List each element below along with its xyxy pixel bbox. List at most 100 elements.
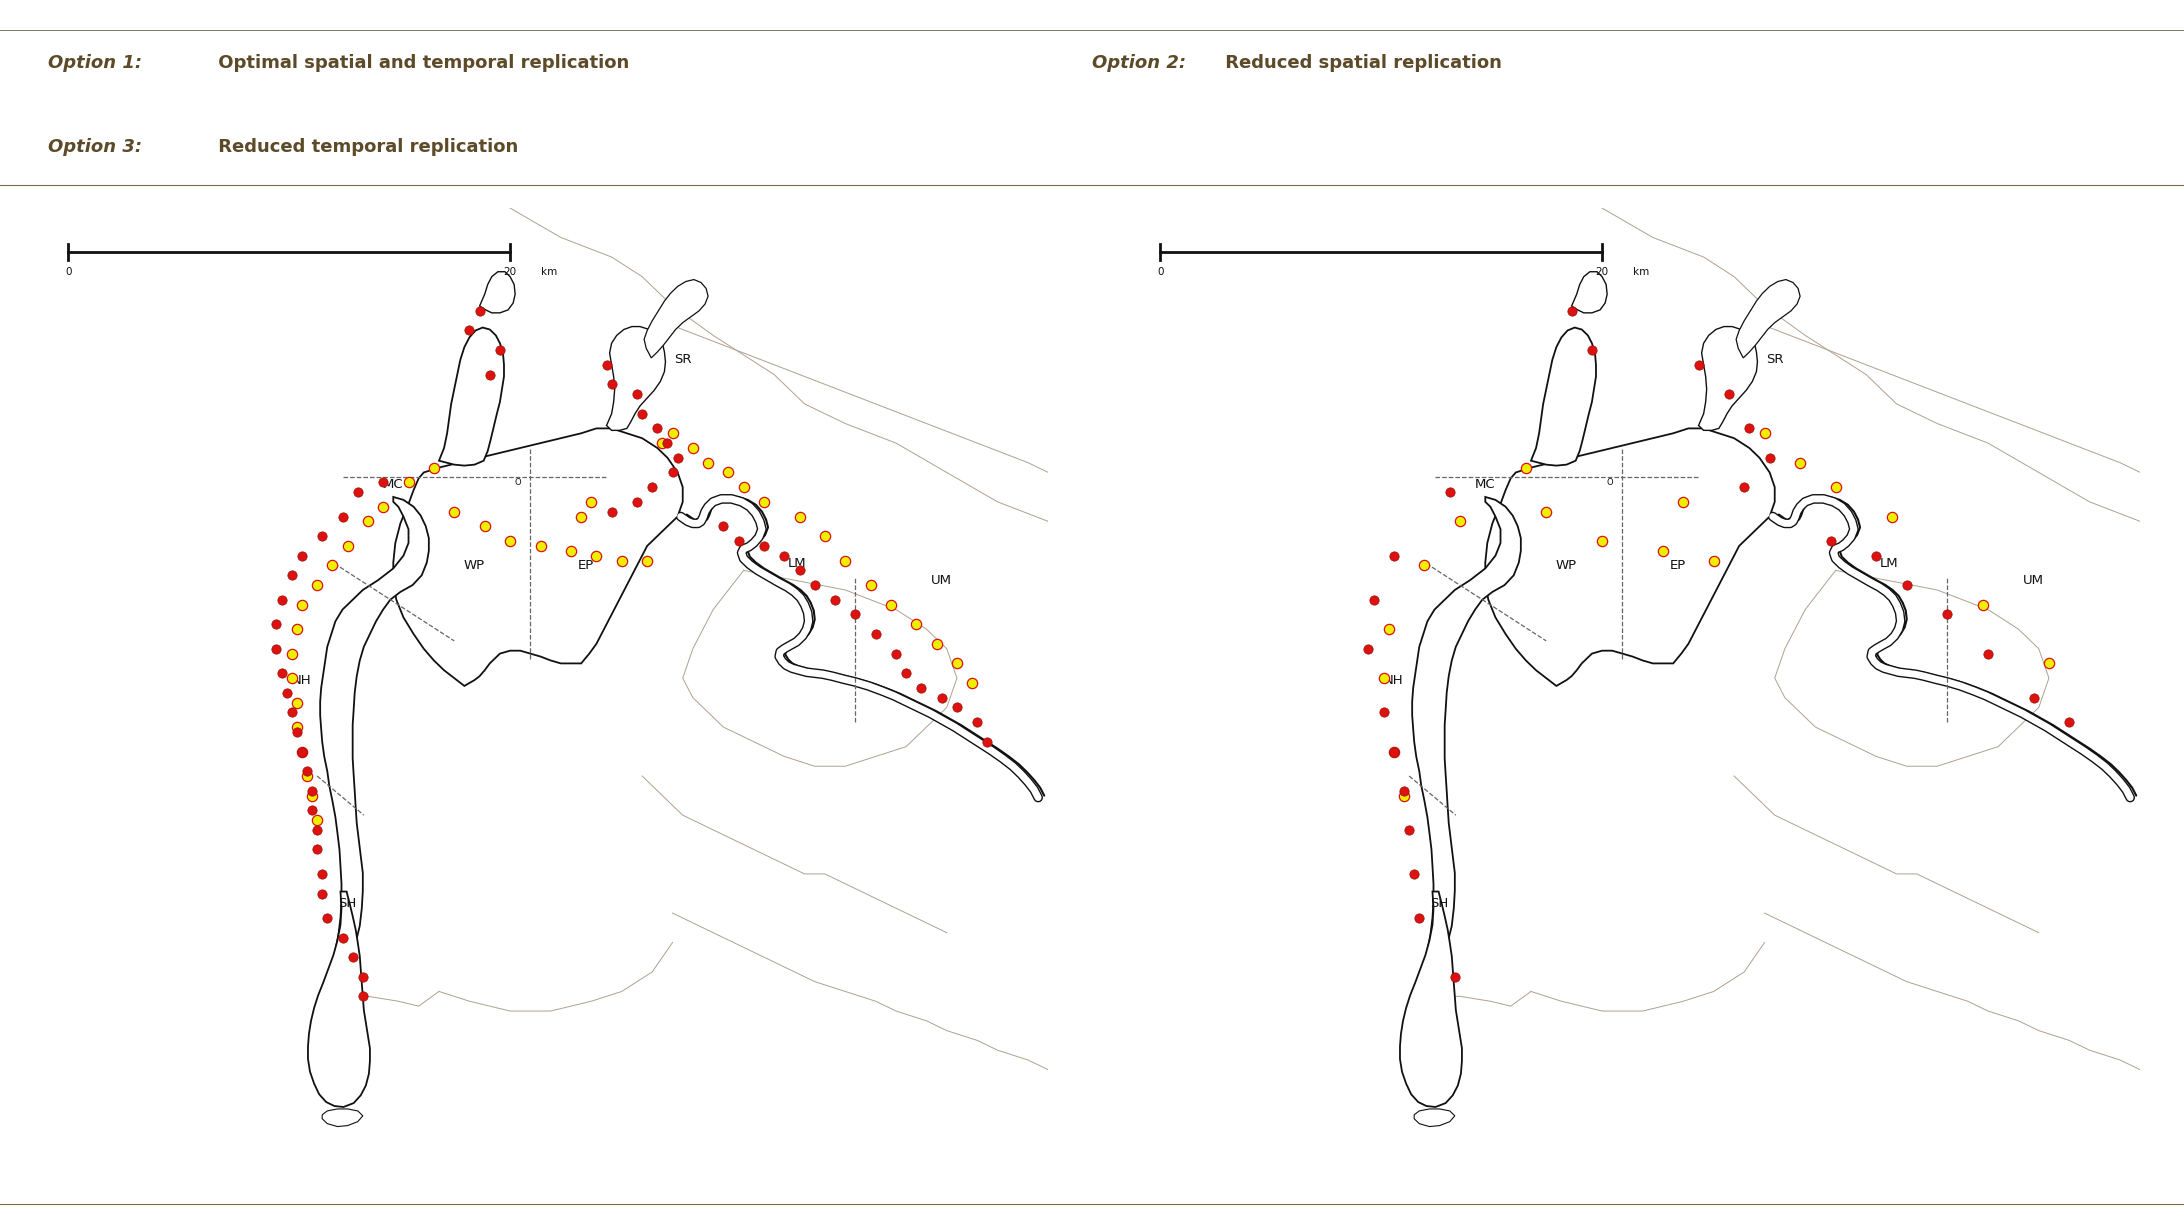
- Point: [579, 546, 614, 565]
- Point: [636, 477, 670, 497]
- Point: [553, 541, 587, 561]
- Point: [1813, 531, 1848, 551]
- Point: [2016, 688, 2051, 707]
- Point: [644, 433, 679, 453]
- Point: [275, 668, 310, 688]
- Point: [919, 634, 954, 654]
- Point: [365, 497, 400, 517]
- Point: [284, 742, 319, 761]
- Point: [290, 766, 325, 786]
- Point: [651, 433, 686, 453]
- Point: [483, 340, 518, 360]
- Point: [1555, 301, 1590, 321]
- Point: [290, 761, 325, 781]
- Point: [620, 384, 655, 404]
- Point: [954, 673, 989, 693]
- Point: [782, 507, 817, 526]
- Point: [284, 546, 319, 565]
- Point: [1398, 864, 1433, 884]
- Point: [725, 477, 762, 497]
- Text: 0: 0: [1158, 267, 1164, 277]
- Text: WP: WP: [463, 559, 485, 572]
- Text: LM: LM: [788, 557, 806, 570]
- Point: [605, 551, 640, 570]
- Text: O: O: [1607, 477, 1614, 487]
- Point: [269, 683, 304, 703]
- Point: [1372, 619, 1406, 639]
- Text: Optimal spatial and temporal replication: Optimal spatial and temporal replication: [212, 54, 629, 71]
- Point: [747, 492, 782, 512]
- Polygon shape: [1400, 891, 1461, 1106]
- Point: [365, 472, 400, 492]
- Point: [264, 663, 299, 683]
- Point: [306, 884, 341, 903]
- Point: [690, 453, 725, 472]
- Polygon shape: [308, 891, 369, 1106]
- Polygon shape: [1125, 208, 1389, 1187]
- Polygon shape: [1413, 497, 1520, 955]
- Point: [924, 688, 959, 707]
- Point: [1970, 644, 2005, 663]
- Point: [1712, 384, 1747, 404]
- Text: SH: SH: [1431, 897, 1448, 909]
- Point: [1387, 781, 1422, 800]
- Polygon shape: [321, 497, 428, 955]
- Point: [1859, 546, 1894, 565]
- Point: [939, 654, 974, 673]
- Text: 20: 20: [505, 267, 518, 277]
- Point: [1732, 419, 1767, 438]
- Text: SH: SH: [339, 897, 356, 909]
- Point: [1356, 590, 1391, 610]
- Point: [574, 492, 609, 512]
- Point: [417, 458, 452, 477]
- Text: UM: UM: [2022, 574, 2044, 586]
- Point: [1889, 575, 1924, 595]
- Point: [1666, 492, 1701, 512]
- Point: [306, 864, 341, 884]
- Point: [1752, 448, 1787, 468]
- Point: [594, 502, 629, 521]
- Point: [280, 722, 314, 742]
- Point: [306, 526, 341, 546]
- Point: [1509, 458, 1544, 477]
- Point: [1376, 742, 1411, 761]
- Polygon shape: [607, 327, 666, 431]
- Point: [939, 698, 974, 717]
- Text: MC: MC: [1474, 477, 1496, 491]
- Text: 20: 20: [1597, 267, 1610, 277]
- Point: [817, 590, 852, 610]
- Point: [275, 565, 310, 585]
- Text: UM: UM: [930, 574, 952, 586]
- Point: [467, 517, 502, 536]
- Point: [655, 424, 690, 443]
- Point: [310, 908, 345, 928]
- Point: [904, 678, 939, 698]
- Point: [854, 575, 889, 595]
- Point: [325, 507, 360, 526]
- Point: [494, 531, 529, 551]
- Point: [1376, 742, 1411, 761]
- Text: km: km: [542, 267, 557, 277]
- Text: Reduced spatial replication: Reduced spatial replication: [1219, 54, 1503, 71]
- Text: NH: NH: [293, 673, 312, 687]
- Text: SR: SR: [675, 354, 692, 366]
- Polygon shape: [1572, 272, 1607, 313]
- Polygon shape: [323, 1109, 363, 1126]
- Text: Option 3:: Option 3:: [48, 138, 142, 155]
- Point: [721, 531, 756, 551]
- Point: [563, 507, 598, 526]
- Polygon shape: [644, 279, 708, 357]
- Point: [260, 614, 295, 634]
- Point: [620, 492, 655, 512]
- Text: SR: SR: [1767, 354, 1784, 366]
- Point: [463, 301, 498, 321]
- Point: [260, 639, 295, 659]
- Point: [275, 703, 310, 722]
- Point: [325, 928, 360, 947]
- Point: [299, 810, 334, 830]
- Point: [452, 321, 487, 340]
- Point: [747, 536, 782, 556]
- Text: WP: WP: [1555, 559, 1577, 572]
- Text: MC: MC: [382, 477, 404, 491]
- Point: [391, 472, 426, 492]
